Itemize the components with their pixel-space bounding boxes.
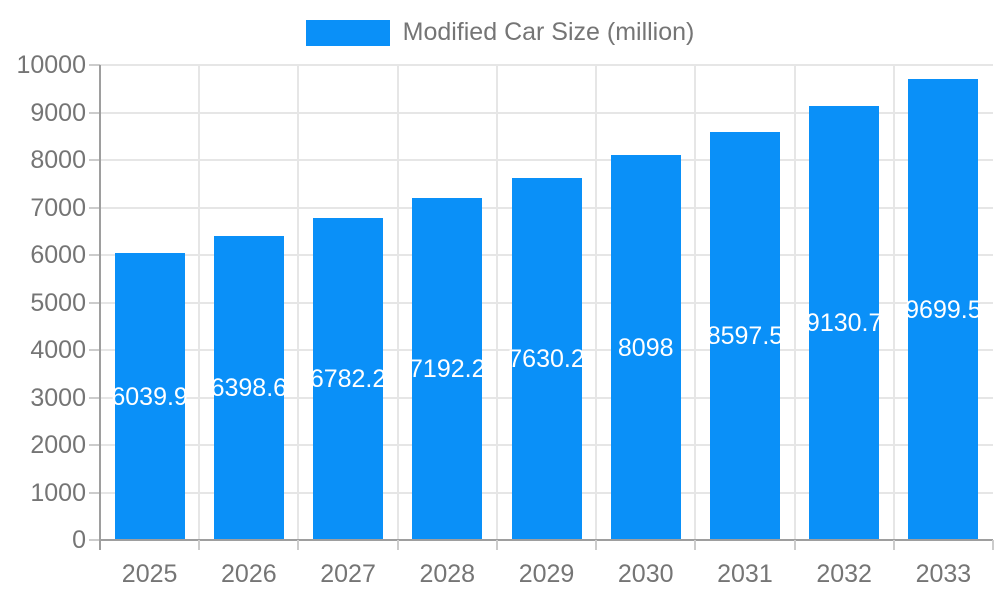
bar bbox=[114, 253, 185, 540]
bar-value-label: 9130.7 bbox=[805, 309, 883, 338]
y-axis-tick-label: 7000 bbox=[30, 193, 86, 222]
y-axis-tick-label: 5000 bbox=[30, 288, 86, 317]
x-axis-tick bbox=[793, 540, 796, 550]
gridline-horizontal bbox=[100, 64, 993, 66]
y-axis-tick bbox=[89, 111, 100, 114]
x-axis-tick-label: 2033 bbox=[915, 560, 972, 588]
x-axis-tick-label: 2026 bbox=[221, 560, 277, 588]
bar bbox=[908, 79, 979, 540]
x-axis-tick bbox=[892, 540, 895, 550]
y-axis-tick bbox=[89, 491, 100, 494]
gridline-vertical bbox=[396, 65, 399, 540]
bar bbox=[313, 217, 384, 540]
bar-value-label: 7192.2 bbox=[409, 355, 486, 384]
bar bbox=[610, 155, 681, 540]
y-axis-tick-label: 10000 bbox=[16, 51, 86, 79]
legend-swatch bbox=[305, 19, 390, 46]
gridline-horizontal bbox=[100, 111, 993, 114]
gridline-vertical bbox=[297, 65, 300, 540]
y-axis-tick-label: 6000 bbox=[30, 241, 86, 269]
bar bbox=[709, 131, 780, 540]
bar-value-label: 6398.6 bbox=[210, 374, 288, 403]
bar-value-label: 9699.5 bbox=[905, 295, 982, 324]
x-axis-tick bbox=[396, 540, 399, 550]
y-axis-tick-label: 0 bbox=[72, 526, 86, 554]
bar bbox=[412, 198, 483, 540]
bar-value-label: 6782.2 bbox=[309, 364, 387, 393]
y-axis-tick bbox=[89, 206, 100, 209]
x-axis-tick-label: 2030 bbox=[617, 560, 674, 588]
x-axis-tick-label: 2025 bbox=[121, 560, 178, 588]
x-axis-tick-label: 2031 bbox=[717, 560, 773, 588]
x-axis-tick bbox=[495, 540, 498, 550]
y-axis-tick-label: 4000 bbox=[30, 336, 86, 364]
x-axis-tick bbox=[595, 540, 598, 550]
bar-value-label: 7630.2 bbox=[508, 344, 585, 373]
x-axis-tick bbox=[992, 540, 994, 550]
x-axis-tick-label: 2032 bbox=[816, 560, 872, 588]
gridline-horizontal bbox=[100, 159, 993, 161]
x-axis-tick-label: 2027 bbox=[320, 560, 376, 588]
x-axis-tick-label: 2028 bbox=[419, 560, 476, 588]
y-axis-tick bbox=[89, 396, 100, 399]
y-axis-tick-label: 3000 bbox=[30, 383, 86, 412]
y-axis-tick bbox=[89, 349, 100, 351]
bar bbox=[809, 106, 880, 540]
bar-value-label: 6039.9 bbox=[111, 382, 188, 411]
gridline-vertical bbox=[793, 65, 796, 540]
y-axis-tick bbox=[89, 301, 100, 304]
gridline-vertical bbox=[892, 65, 895, 540]
legend-label: Modified Car Size (million) bbox=[402, 18, 695, 46]
bar bbox=[511, 177, 582, 540]
legend: Modified Car Size (million) bbox=[0, 18, 1000, 47]
y-axis-tick bbox=[89, 64, 100, 66]
x-axis-tick bbox=[694, 540, 697, 550]
y-axis-tick bbox=[89, 159, 100, 161]
bar-value-label: 8098 bbox=[617, 333, 674, 362]
x-axis-tick bbox=[198, 540, 201, 550]
x-axis-tick bbox=[297, 540, 300, 550]
x-axis-tick-label: 2029 bbox=[518, 560, 575, 588]
y-axis-tick-label: 1000 bbox=[30, 478, 86, 507]
y-axis-tick bbox=[89, 444, 100, 446]
gridline-vertical bbox=[595, 65, 598, 540]
y-axis-tick-label: 2000 bbox=[30, 431, 86, 459]
x-axis-line bbox=[100, 539, 993, 541]
gridline-vertical bbox=[694, 65, 697, 540]
gridline-vertical bbox=[198, 65, 201, 540]
y-axis-tick-label: 8000 bbox=[30, 146, 86, 174]
y-axis-line bbox=[99, 65, 101, 550]
gridline-vertical bbox=[495, 65, 498, 540]
bar bbox=[213, 236, 284, 540]
y-axis-tick-label: 9000 bbox=[30, 98, 86, 127]
y-axis-tick bbox=[89, 539, 100, 541]
y-axis-tick bbox=[89, 254, 100, 256]
bar-value-label: 8597.5 bbox=[706, 321, 784, 350]
